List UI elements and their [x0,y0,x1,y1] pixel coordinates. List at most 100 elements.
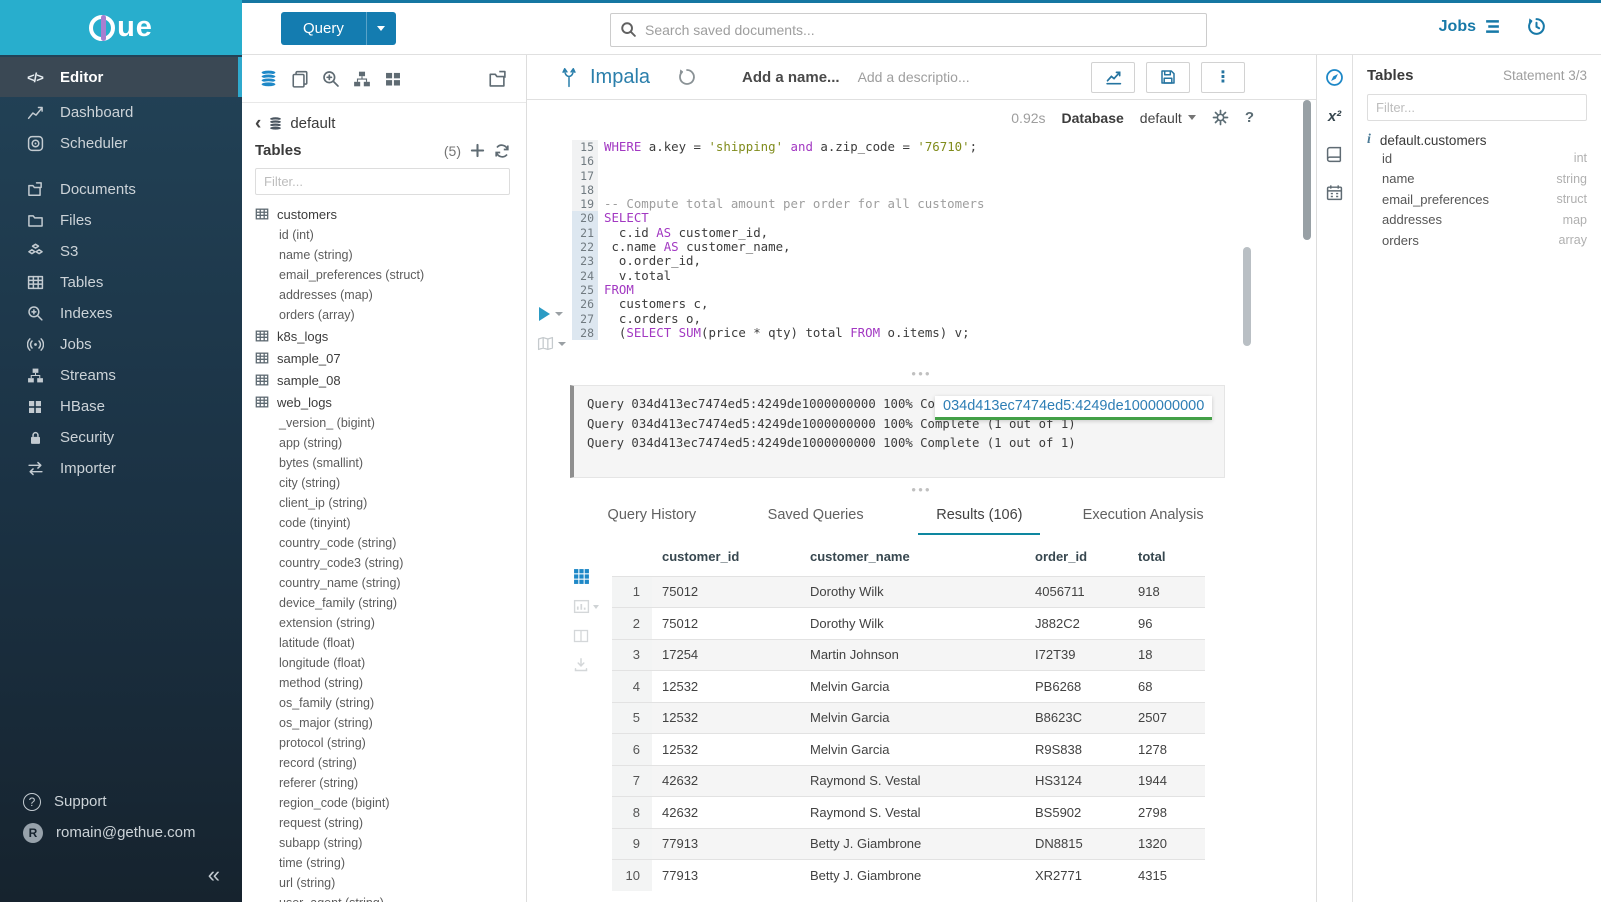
tree-column-row[interactable]: country_code3 (string) [255,553,510,573]
search-input[interactable] [610,13,1207,47]
column-header[interactable]: customer_name [800,538,1025,576]
new-query-button[interactable]: Query [281,12,396,45]
tree-column-row[interactable]: code (tinyint) [255,513,510,533]
help-button[interactable]: ? [1245,109,1254,126]
database-dropdown[interactable]: default [1140,110,1196,126]
resize-handle-top[interactable]: ●●● [527,362,1316,385]
add-table-icon[interactable] [470,143,485,158]
tree-table-row[interactable]: web_logs [255,391,510,413]
sidebar-item-editor[interactable]: </>Editor [0,57,242,97]
tab-results-106-[interactable]: Results (106) [898,498,1062,538]
settings-gear-icon[interactable] [1212,109,1229,126]
user-menu[interactable]: R romain@gethue.com [0,817,242,848]
tree-column-row[interactable]: request (string) [255,813,510,833]
sidebar-collapse-button[interactable]: « [0,848,242,892]
tab-saved-queries[interactable]: Saved Queries [734,498,898,538]
query-button-label[interactable]: Query [281,12,366,45]
assist-column-row[interactable]: idint [1367,148,1587,169]
tree-column-row[interactable]: longitude (float) [255,653,510,673]
main-scrollbar[interactable] [1303,100,1311,240]
tree-column-row[interactable]: os_family (string) [255,693,510,713]
tree-column-row[interactable]: device_family (string) [255,593,510,613]
column-header[interactable]: customer_id [652,538,800,576]
columns-view-icon[interactable] [573,628,589,644]
assist-explorer-icon[interactable] [1325,68,1344,87]
tree-column-row[interactable]: subapp (string) [255,833,510,853]
folder-documents-icon[interactable] [488,69,508,89]
sidebar-item-importer[interactable]: Importer [0,453,242,484]
back-chevron-icon[interactable]: ‹ [255,117,261,131]
tab-query-history[interactable]: Query History [570,498,734,538]
jobs-link[interactable]: Jobs [1439,18,1501,36]
tree-table-row[interactable]: customers [255,203,510,225]
sidebar-item-s3[interactable]: S3 [0,236,242,267]
tree-column-row[interactable]: method (string) [255,673,510,693]
schedule-icon[interactable] [1326,184,1343,201]
tree-column-row[interactable]: country_code (string) [255,533,510,553]
tree-column-row[interactable]: user_agent (string) [255,893,510,902]
download-icon[interactable] [573,657,589,673]
tree-column-row[interactable]: city (string) [255,473,510,493]
tree-column-row[interactable]: orders (array) [255,305,510,325]
history-icon[interactable] [1527,17,1546,36]
editor-scrollbar[interactable] [1243,247,1251,346]
sql-editor[interactable]: 15WHERE a.key = 'shipping' and a.zip_cod… [527,135,1316,362]
save-button[interactable] [1146,62,1190,93]
sidebar-item-jobs[interactable]: Jobs [0,329,242,360]
sidebar-item-streams[interactable]: Streams [0,360,242,391]
sitemap-source-icon[interactable] [353,70,371,88]
tree-column-row[interactable]: client_ip (string) [255,493,510,513]
statement-map-button[interactable] [537,336,566,351]
tree-column-row[interactable]: latitude (float) [255,633,510,653]
tree-column-row[interactable]: region_code (bigint) [255,793,510,813]
assist-column-row[interactable]: ordersarray [1367,230,1587,251]
tree-column-row[interactable]: record (string) [255,753,510,773]
tree-column-row[interactable]: os_major (string) [255,713,510,733]
tree-column-row[interactable]: _version_ (bigint) [255,413,510,433]
support-link[interactable]: ? Support [0,786,242,817]
active-table-row[interactable]: i default.customers [1367,132,1587,148]
database-source-icon[interactable] [259,69,278,88]
sidebar-item-files[interactable]: Files [0,205,242,236]
tree-column-row[interactable]: addresses (map) [255,285,510,305]
current-database[interactable]: default [290,115,335,132]
sidebar-item-documents[interactable]: Documents [0,174,242,205]
resize-handle-bottom[interactable]: ●●● [527,480,1316,498]
tree-column-row[interactable]: app (string) [255,433,510,453]
tree-table-row[interactable]: sample_07 [255,347,510,369]
assist-column-row[interactable]: addressesmap [1367,210,1587,231]
more-actions-button[interactable]: ⋮ [1201,62,1245,93]
tree-column-row[interactable]: url (string) [255,873,510,893]
assist-column-row[interactable]: namestring [1367,169,1587,190]
tree-column-row[interactable]: extension (string) [255,613,510,633]
sidebar-item-security[interactable]: Security [0,422,242,453]
sidebar-item-dashboard[interactable]: Dashboard [0,97,242,128]
tree-column-row[interactable]: time (string) [255,853,510,873]
tree-column-row[interactable]: name (string) [255,245,510,265]
zoom-search-icon[interactable] [322,70,340,88]
grid-view-icon[interactable] [573,568,590,585]
tables-filter-input[interactable] [255,168,510,195]
language-reference-icon[interactable] [1326,146,1343,163]
query-name-field[interactable]: Add a name... [742,69,840,86]
execute-button[interactable] [539,307,563,321]
tree-column-row[interactable]: referer (string) [255,773,510,793]
tree-column-row[interactable]: email_preferences (struct) [255,265,510,285]
column-header[interactable]: order_id [1025,538,1128,576]
query-description-field[interactable]: Add a descriptio... [858,69,970,85]
hue-logo[interactable]: ue [0,0,242,55]
refresh-icon[interactable] [494,143,510,159]
functions-icon[interactable]: x² [1328,108,1341,125]
sidebar-item-tables[interactable]: Tables [0,267,242,298]
tree-column-row[interactable]: protocol (string) [255,733,510,753]
tree-table-row[interactable]: sample_08 [255,369,510,391]
sidebar-item-indexes[interactable]: Indexes [0,298,242,329]
query-history-icon[interactable] [678,68,696,86]
assist-filter-input[interactable] [1367,94,1587,121]
tree-column-row[interactable]: id (int) [255,225,510,245]
column-header[interactable]: total [1128,538,1205,576]
tree-table-row[interactable]: k8s_logs [255,325,510,347]
chart-button[interactable] [1091,62,1135,93]
documents-source-icon[interactable] [291,70,309,88]
tree-column-row[interactable]: bytes (smallint) [255,453,510,473]
